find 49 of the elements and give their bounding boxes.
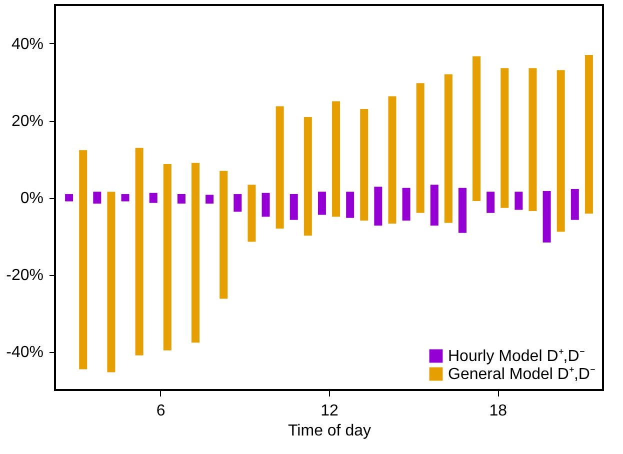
y-tick-label: 20% <box>11 113 44 130</box>
bar <box>135 148 144 356</box>
bar <box>206 194 214 204</box>
legend-label: Hourly Model D⁺,D⁻ <box>448 348 584 365</box>
bar <box>79 150 88 370</box>
bar <box>346 192 354 218</box>
bar <box>121 194 130 202</box>
x-tick-label: 6 <box>156 402 166 420</box>
bar <box>318 192 326 215</box>
bar <box>93 192 102 204</box>
bar <box>556 70 565 232</box>
bar <box>192 162 200 343</box>
bar <box>500 68 509 208</box>
bar <box>374 186 382 226</box>
bar <box>570 189 579 220</box>
y-tick-label: 0% <box>20 190 44 207</box>
x-tick-label: 12 <box>320 402 338 420</box>
bar <box>304 117 312 236</box>
bar <box>542 190 551 243</box>
bar <box>458 188 466 233</box>
bar <box>416 83 424 213</box>
bar <box>107 192 116 372</box>
bar <box>360 108 368 221</box>
bar <box>430 184 438 226</box>
bar <box>332 101 340 217</box>
bar <box>444 74 452 223</box>
x-tick-label: 18 <box>489 402 508 420</box>
bar <box>584 55 593 214</box>
bar <box>234 194 242 212</box>
y-tick-label: -20% <box>6 267 44 284</box>
x-axis-title: Time of day <box>288 422 371 440</box>
y-tick-label: 40% <box>11 36 44 53</box>
y-tick-label: -40% <box>6 344 44 361</box>
bar <box>290 194 298 220</box>
bar <box>514 192 523 210</box>
bar <box>149 192 158 203</box>
bar <box>402 188 410 221</box>
bar <box>220 170 228 299</box>
bar <box>248 184 256 242</box>
bar <box>276 106 284 229</box>
bar <box>388 96 396 224</box>
bar <box>528 68 537 211</box>
bar <box>177 194 186 204</box>
bar <box>262 192 270 217</box>
bar <box>65 194 74 202</box>
bar <box>486 192 495 213</box>
bar <box>163 164 172 350</box>
bar <box>472 56 481 201</box>
legend-label: General Model D⁺,D⁻ <box>448 366 595 383</box>
